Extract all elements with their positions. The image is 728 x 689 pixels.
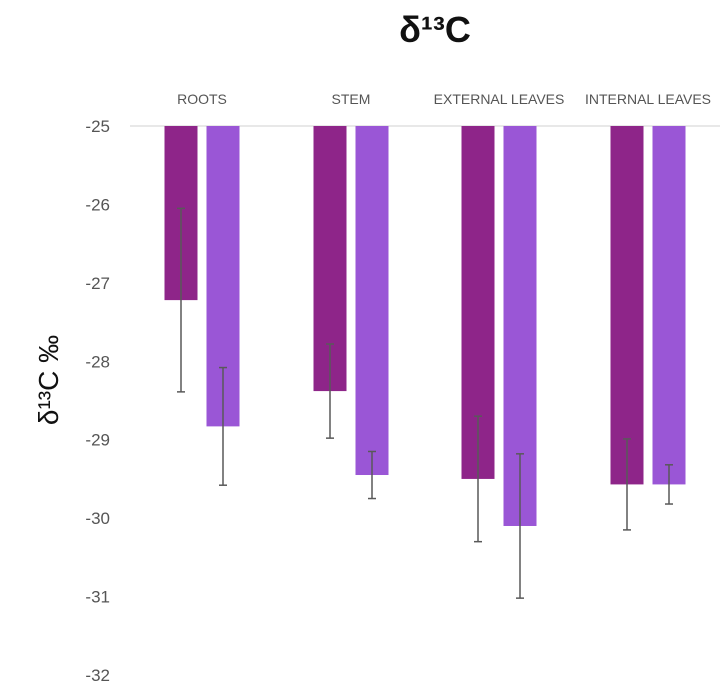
y-axis-ticks: -25 -26 -27 -28 -29 -30 -31 -32 bbox=[85, 117, 110, 685]
y-tick-label: -25 bbox=[85, 117, 110, 136]
y-tick-label: -29 bbox=[85, 431, 110, 450]
category-label: ROOTS bbox=[177, 91, 227, 107]
bar bbox=[355, 126, 389, 476]
category-label: EXTERNAL LEAVES bbox=[434, 91, 565, 107]
y-tick-label: -26 bbox=[85, 195, 110, 214]
category-labels: ROOTS STEM EXTERNAL LEAVES INTERNAL LEAVES bbox=[177, 91, 711, 107]
y-tick-label: -28 bbox=[85, 352, 110, 371]
y-tick-label: -31 bbox=[85, 588, 110, 607]
y-tick-label: -27 bbox=[85, 274, 110, 293]
category-label: STEM bbox=[332, 91, 371, 107]
chart-title: δ¹³C bbox=[399, 9, 471, 50]
category-label: INTERNAL LEAVES bbox=[585, 91, 711, 107]
bar bbox=[610, 126, 644, 485]
y-axis-label: δ¹³C ‰ bbox=[33, 335, 64, 425]
bars bbox=[164, 126, 686, 526]
bar bbox=[652, 126, 686, 485]
error-bars bbox=[177, 207, 673, 599]
y-tick-label: -30 bbox=[85, 509, 110, 528]
y-tick-label: -32 bbox=[85, 666, 110, 685]
